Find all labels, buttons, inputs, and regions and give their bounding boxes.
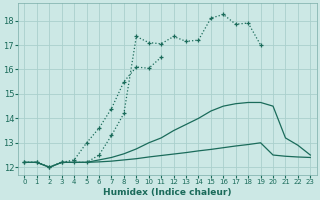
X-axis label: Humidex (Indice chaleur): Humidex (Indice chaleur) <box>103 188 232 197</box>
